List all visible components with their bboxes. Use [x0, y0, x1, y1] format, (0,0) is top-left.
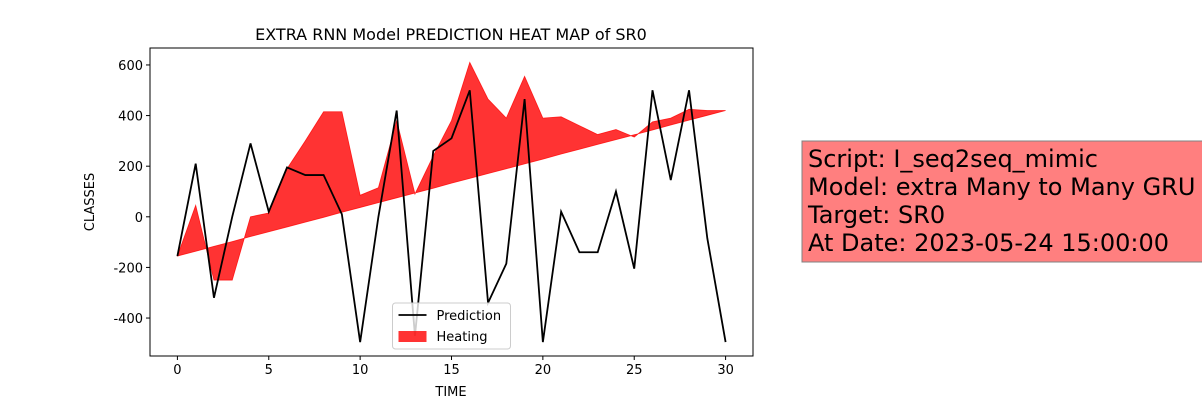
y-tick-label: 600 — [118, 59, 143, 74]
legend-swatch — [398, 331, 427, 342]
chart-title: EXTRA RNN Model PREDICTION HEAT MAP of S… — [255, 25, 647, 44]
info-line: Script: I_seq2seq_mimic — [808, 145, 1098, 173]
x-axis-label: TIME — [434, 385, 466, 400]
x-tick-label: 15 — [443, 363, 460, 378]
x-tick-label: 10 — [352, 363, 369, 378]
info-line: At Date: 2023-05-24 15:00:00 — [808, 229, 1169, 257]
x-tick-label: 30 — [717, 363, 734, 378]
info-line: Model: extra Many to Many GRU — [808, 173, 1195, 201]
x-tick-label: 5 — [265, 363, 273, 378]
plot-frame — [149, 47, 754, 357]
y-tick-label: -400 — [113, 312, 143, 327]
legend-label: Heating — [437, 330, 488, 345]
y-tick-label: 0 — [135, 211, 143, 226]
y-tick-label: -200 — [113, 261, 143, 276]
info-line: Target: SR0 — [807, 201, 945, 229]
y-tick-label: 200 — [118, 160, 143, 175]
y-tick-label: 400 — [118, 110, 143, 125]
prediction-line — [176, 89, 727, 343]
heating-area — [176, 61, 726, 281]
x-tick-label: 25 — [626, 363, 643, 378]
plot-area — [176, 61, 727, 343]
info-box — [801, 140, 1202, 263]
x-tick-label: 0 — [173, 363, 181, 378]
y-axis-label: CLASSES — [83, 173, 98, 231]
x-tick-label: 20 — [535, 363, 552, 378]
legend-label: Prediction — [437, 309, 502, 324]
